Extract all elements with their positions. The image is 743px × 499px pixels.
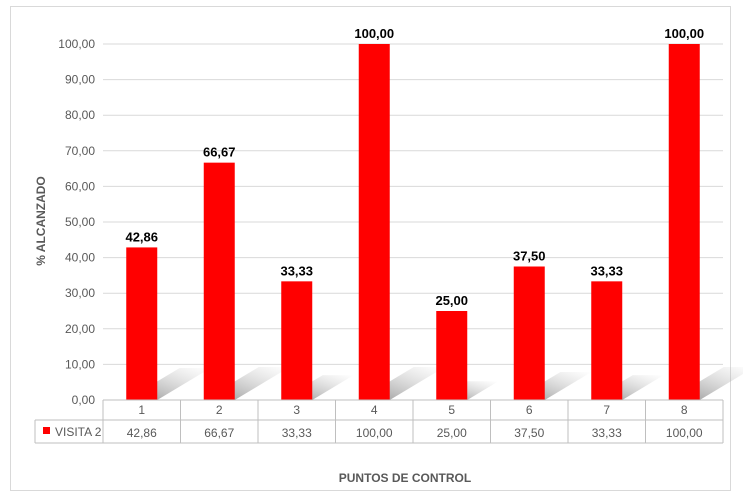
y-tick-label: 30,00 xyxy=(65,286,95,300)
x-tick-label: 8 xyxy=(681,403,688,417)
y-tick-label: 100,00 xyxy=(58,37,95,51)
table-cell: 42,86 xyxy=(127,426,157,440)
y-tick-label: 90,00 xyxy=(65,73,95,87)
bar-4 xyxy=(358,44,390,400)
table-cell: 100,00 xyxy=(356,426,393,440)
legend-swatch xyxy=(43,427,50,434)
y-tick-label: 20,00 xyxy=(65,322,95,336)
x-axis-title: PUNTOS DE CONTROL xyxy=(339,471,471,485)
table-cell: 33,33 xyxy=(282,426,312,440)
x-tick-label: 2 xyxy=(216,403,223,417)
table-cell: 33,33 xyxy=(592,426,622,440)
y-tick-label: 50,00 xyxy=(65,215,95,229)
y-tick-label: 0,00 xyxy=(72,393,96,407)
data-label-3: 33,33 xyxy=(280,263,313,278)
x-tick-label: 1 xyxy=(138,403,145,417)
data-label-6: 37,50 xyxy=(513,249,546,264)
data-label-2: 66,67 xyxy=(203,145,236,160)
table-cell: 25,00 xyxy=(437,426,467,440)
legend-series-label: VISITA 2 xyxy=(55,425,102,439)
y-axis-title: % ALCANZADO xyxy=(34,176,48,266)
data-label-1: 42,86 xyxy=(125,229,158,244)
bar-6 xyxy=(513,266,545,400)
y-tick-label: 40,00 xyxy=(65,251,95,265)
bar-2 xyxy=(203,162,235,400)
bar-7 xyxy=(591,281,623,400)
table-cell: 100,00 xyxy=(666,426,703,440)
y-tick-label: 10,00 xyxy=(65,357,95,371)
y-tick-label: 70,00 xyxy=(65,144,95,158)
bar-3 xyxy=(281,281,313,400)
bar-5 xyxy=(436,311,468,400)
x-tick-label: 4 xyxy=(371,403,378,417)
data-label-8: 100,00 xyxy=(664,26,704,41)
y-tick-label: 60,00 xyxy=(65,179,95,193)
table-cell: 66,67 xyxy=(204,426,234,440)
data-label-5: 25,00 xyxy=(435,293,468,308)
x-tick-label: 3 xyxy=(293,403,300,417)
x-tick-label: 7 xyxy=(603,403,610,417)
bar-8 xyxy=(668,44,700,400)
data-label-4: 100,00 xyxy=(354,26,394,41)
table-cell: 37,50 xyxy=(514,426,544,440)
data-label-7: 33,33 xyxy=(590,263,623,278)
y-tick-label: 80,00 xyxy=(65,108,95,122)
bar-1 xyxy=(126,247,158,400)
x-tick-label: 6 xyxy=(526,403,533,417)
x-tick-label: 5 xyxy=(448,403,455,417)
